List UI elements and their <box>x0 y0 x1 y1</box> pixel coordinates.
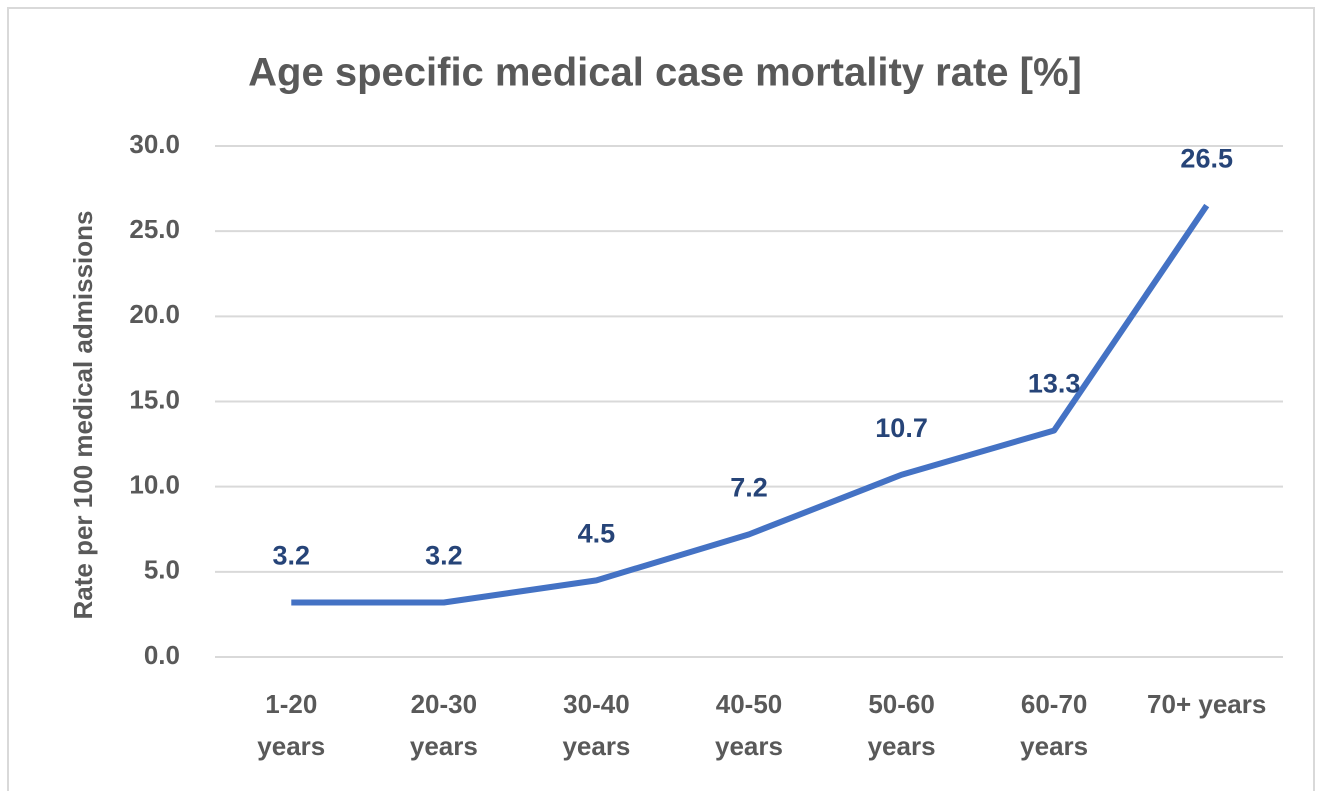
x-tick-label: 40-50 years <box>715 689 783 761</box>
y-tick-label: 25.0 <box>129 214 180 244</box>
y-tick-label: 15.0 <box>129 384 180 414</box>
y-tick-label: 30.0 <box>129 129 180 159</box>
data-label: 10.7 <box>875 413 928 443</box>
data-line <box>291 203 1210 606</box>
data-label: 7.2 <box>730 472 768 502</box>
y-tick-label: 5.0 <box>144 555 180 585</box>
data-label: 4.5 <box>578 518 616 548</box>
data-label: 3.2 <box>425 541 463 571</box>
y-tick-label: 20.0 <box>129 299 180 329</box>
x-tick-label: 20-30 years <box>409 689 478 761</box>
data-label: 3.2 <box>273 541 311 571</box>
chart-title: Age specific medical case mortality rate… <box>248 51 1082 95</box>
y-axis-label: Rate per 100 medical admissions <box>68 211 98 620</box>
data-label: 26.5 <box>1180 144 1233 174</box>
x-tick-label: 1-20 years <box>257 689 326 761</box>
x-tick-label: 60-70 years <box>1020 689 1089 761</box>
data-label: 13.3 <box>1028 369 1081 399</box>
y-tick-label: 10.0 <box>129 470 180 500</box>
x-tick-label: 70+ years <box>1147 689 1267 719</box>
x-tick-label: 50-60 years <box>867 689 936 761</box>
y-tick-label: 0.0 <box>144 640 180 670</box>
chart-frame <box>7 7 1315 791</box>
x-tick-label: 30-40 years <box>562 689 631 761</box>
